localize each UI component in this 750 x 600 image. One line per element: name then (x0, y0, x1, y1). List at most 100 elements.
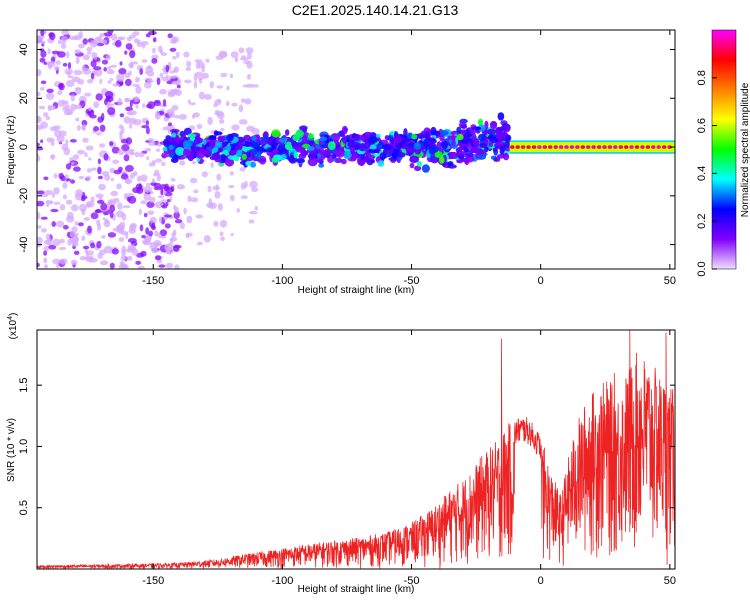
heatmap-cell (224, 157, 235, 167)
heatmap-cell (103, 245, 113, 254)
heatmap-cell (146, 104, 152, 109)
heatmap-cell (479, 143, 487, 148)
heatmap-cell (170, 186, 175, 192)
heatmap-cell (195, 214, 204, 219)
x-tick-label: -100 (271, 275, 293, 287)
heatmap-cell (160, 49, 163, 55)
heatmap-cell (60, 43, 67, 49)
heatmap-cell (73, 250, 80, 255)
heatmap-cell (98, 183, 106, 191)
heatmap-cell (116, 183, 122, 190)
heatmap-cell (129, 50, 136, 59)
heatmap-cell (78, 203, 87, 212)
heatmap-cell (170, 89, 180, 94)
heatmap-cell (234, 56, 239, 63)
colorbar: 0.0 0.2 0.4 0.6 0.8 Normalized spectral ampl… (696, 29, 750, 277)
heatmap-cell (59, 204, 66, 211)
heatmap-cell (118, 166, 123, 172)
heatmap-cell (580, 145, 585, 149)
heatmap-cell (84, 152, 88, 157)
y-tick-label: -40 (18, 237, 30, 253)
heatmap-cell (266, 150, 276, 157)
heatmap-cell (104, 218, 109, 225)
heatmap-cell (179, 130, 185, 138)
heatmap-cell (51, 154, 55, 161)
heatmap-cell (43, 245, 50, 253)
heatmap-cell (128, 196, 137, 204)
heatmap-cell (316, 153, 322, 158)
heatmap-cell (133, 96, 140, 103)
heatmap-cell (429, 146, 440, 153)
heatmap-cell (154, 201, 164, 209)
heatmap-cell (360, 152, 365, 161)
heatmap-cell (37, 116, 42, 123)
heatmap-cell (423, 127, 431, 134)
colorbar-label: Normalized spectral amplitude (740, 82, 750, 217)
heatmap-cell (151, 178, 156, 183)
heatmap-cell (122, 205, 131, 209)
heatmap-cell (91, 51, 96, 59)
heatmap-cell (113, 197, 120, 203)
heatmap-cell (130, 223, 137, 229)
heatmap-cell (243, 134, 252, 143)
heatmap-cell (49, 32, 56, 41)
heatmap-cell (40, 139, 44, 143)
heatmap-cell (124, 78, 132, 87)
heatmap-cell (228, 148, 237, 156)
heatmap-cell (216, 85, 224, 89)
heatmap-cell (89, 40, 98, 48)
heatmap-cell (75, 189, 83, 197)
heatmap-cell (173, 66, 179, 73)
y-tick-label: 20 (18, 92, 30, 104)
heatmap-cell (416, 133, 425, 139)
heatmap-cell (52, 258, 61, 265)
colorbar-tick-label: 0.6 (696, 118, 708, 133)
heatmap-cell (40, 228, 47, 233)
heatmap-cell (254, 205, 258, 211)
heatmap-cell (104, 98, 108, 106)
y-tick-label: 1.5 (18, 378, 30, 393)
heatmap-cell (542, 145, 547, 149)
heatmap-cell (132, 83, 140, 87)
heatmap-cell (110, 190, 119, 197)
heatmap-cell (441, 141, 448, 150)
heatmap-cell (203, 235, 211, 243)
heatmap-cell (494, 157, 501, 162)
heatmap-cell (70, 259, 78, 265)
heatmap-cell (586, 145, 591, 149)
heatmap-cell (213, 103, 218, 108)
heatmap-cell (106, 69, 115, 75)
heatmap-cell (214, 109, 220, 116)
heatmap-cell (118, 68, 127, 75)
heatmap-cell (149, 196, 156, 203)
heatmap-cell (214, 191, 221, 199)
heatmap-cell (225, 101, 230, 107)
heatmap-cell (90, 212, 99, 220)
heatmap-cell (155, 158, 163, 163)
heatmap-cell (196, 123, 203, 129)
x-tick-label: 0 (538, 575, 544, 587)
heatmap-cell (61, 36, 68, 41)
heatmap-cell (495, 140, 505, 146)
heatmap-cell (48, 244, 57, 250)
colorbar-tick-label: 0.0 (696, 261, 708, 276)
heatmap-cell (240, 98, 246, 103)
heatmap-cell (185, 232, 193, 237)
heatmap-cell (123, 192, 128, 200)
heatmap-cell (44, 189, 54, 196)
heatmap-cell (47, 48, 51, 55)
spectrogram-y-label: Frequency (Hz) (6, 116, 17, 185)
heatmap-cell (351, 133, 357, 138)
heatmap-cell (318, 163, 325, 168)
colorbar-tick-label: 0.4 (696, 166, 708, 181)
heatmap-cell (176, 184, 185, 190)
heatmap-cell (112, 159, 120, 164)
heatmap-cell (387, 136, 392, 141)
heatmap-cell (37, 37, 42, 44)
heatmap-cell (451, 139, 456, 147)
heatmap-cell (662, 145, 667, 149)
heatmap-cell (64, 174, 69, 180)
snr-plot-area (37, 330, 675, 569)
heatmap-cell (154, 243, 158, 251)
heatmap-cell (439, 156, 445, 164)
